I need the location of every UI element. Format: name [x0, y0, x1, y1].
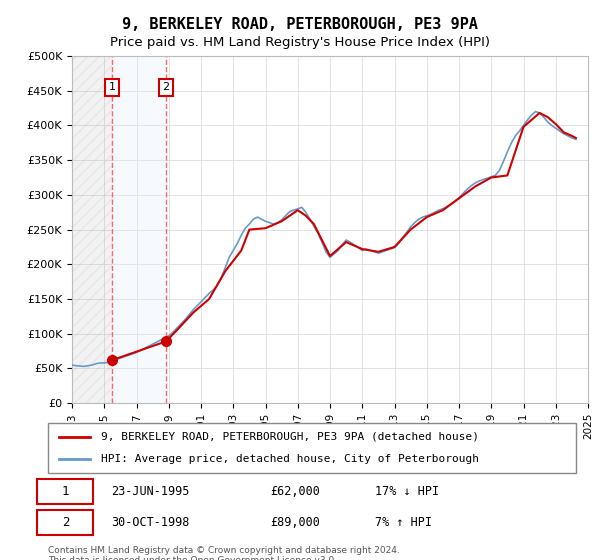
- Text: £62,000: £62,000: [270, 485, 320, 498]
- Text: 17% ↓ HPI: 17% ↓ HPI: [376, 485, 439, 498]
- Text: 1: 1: [62, 485, 69, 498]
- Bar: [112, 56, 166, 403]
- Text: 2: 2: [62, 516, 69, 529]
- FancyBboxPatch shape: [37, 479, 93, 504]
- Text: 23-JUN-1995: 23-JUN-1995: [112, 485, 190, 498]
- Text: 9, BERKELEY ROAD, PETERBOROUGH, PE3 9PA: 9, BERKELEY ROAD, PETERBOROUGH, PE3 9PA: [122, 17, 478, 32]
- FancyBboxPatch shape: [37, 510, 93, 534]
- Text: 1: 1: [109, 82, 115, 92]
- Text: 9, BERKELEY ROAD, PETERBOROUGH, PE3 9PA (detached house): 9, BERKELEY ROAD, PETERBOROUGH, PE3 9PA …: [101, 432, 479, 442]
- Text: Price paid vs. HM Land Registry's House Price Index (HPI): Price paid vs. HM Land Registry's House …: [110, 36, 490, 49]
- Text: Contains HM Land Registry data © Crown copyright and database right 2024.
This d: Contains HM Land Registry data © Crown c…: [48, 546, 400, 560]
- Text: 7% ↑ HPI: 7% ↑ HPI: [376, 516, 433, 529]
- Text: HPI: Average price, detached house, City of Peterborough: HPI: Average price, detached house, City…: [101, 454, 479, 464]
- FancyBboxPatch shape: [48, 423, 576, 473]
- Bar: [72, 56, 112, 403]
- Text: 30-OCT-1998: 30-OCT-1998: [112, 516, 190, 529]
- Text: £89,000: £89,000: [270, 516, 320, 529]
- Text: 2: 2: [163, 82, 170, 92]
